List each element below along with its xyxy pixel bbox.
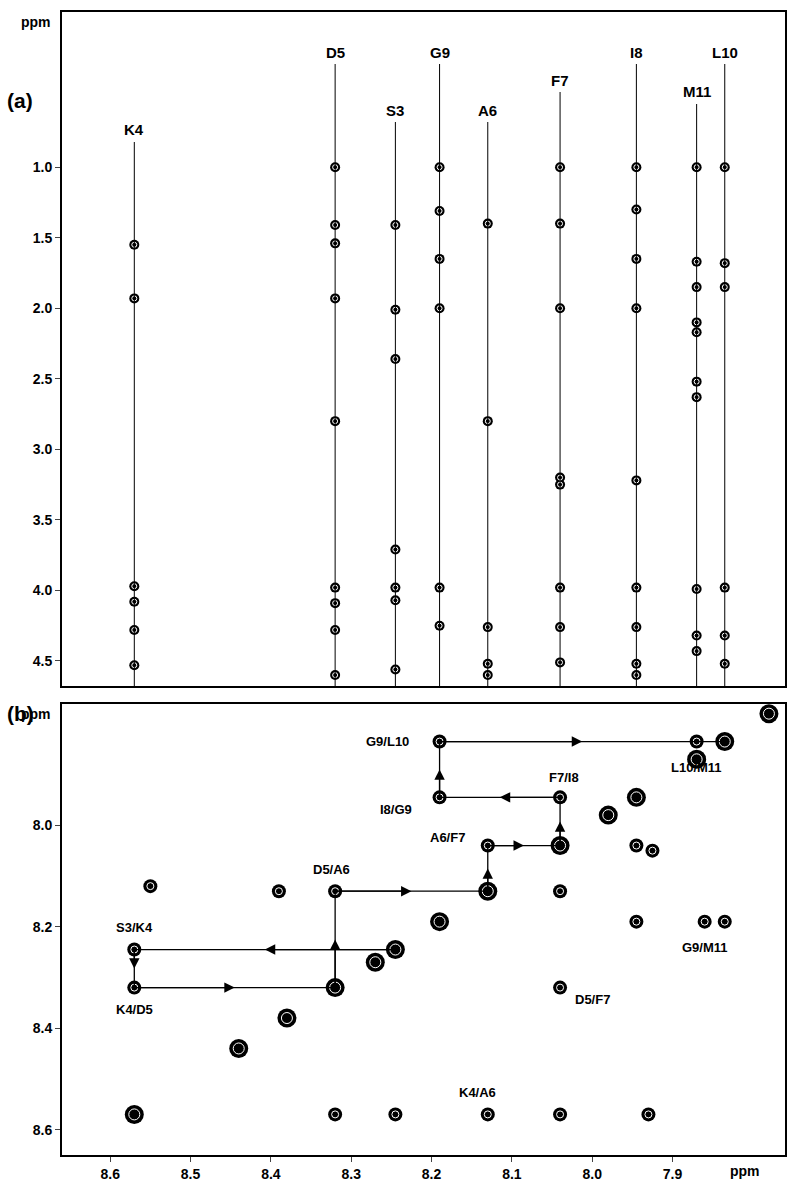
svg-text:1.0: 1.0: [33, 159, 53, 175]
svg-text:4.0: 4.0: [33, 582, 53, 598]
svg-text:ppm: ppm: [730, 1163, 760, 1179]
svg-text:S3/K4: S3/K4: [116, 920, 153, 935]
svg-text:1.5: 1.5: [33, 230, 53, 246]
svg-text:A6/F7: A6/F7: [430, 830, 465, 845]
svg-text:2.5: 2.5: [33, 371, 53, 387]
svg-text:8.3: 8.3: [341, 1166, 361, 1182]
svg-text:7.9: 7.9: [663, 1166, 683, 1182]
svg-text:8.4: 8.4: [261, 1166, 281, 1182]
svg-text:8.0: 8.0: [582, 1166, 602, 1182]
svg-text:D5/A6: D5/A6: [313, 862, 350, 877]
svg-text:L10/M11: L10/M11: [671, 760, 722, 775]
svg-text:ppm: ppm: [21, 706, 51, 722]
svg-text:3.0: 3.0: [33, 441, 53, 457]
svg-text:K4/D5: K4/D5: [116, 1002, 153, 1017]
svg-text:ppm: ppm: [21, 14, 51, 30]
svg-text:A6: A6: [478, 102, 497, 119]
svg-text:(a): (a): [7, 89, 33, 112]
svg-text:2.0: 2.0: [33, 300, 53, 316]
svg-text:4.5: 4.5: [33, 653, 53, 669]
svg-text:3.5: 3.5: [33, 512, 53, 528]
svg-text:L10: L10: [712, 44, 738, 61]
svg-text:8.5: 8.5: [181, 1166, 201, 1182]
svg-text:8.6: 8.6: [100, 1166, 120, 1182]
svg-text:S3: S3: [386, 102, 404, 119]
svg-text:8.2: 8.2: [33, 919, 53, 935]
svg-text:8.4: 8.4: [33, 1020, 53, 1036]
svg-text:8.2: 8.2: [422, 1166, 442, 1182]
svg-text:8.6: 8.6: [33, 1122, 53, 1138]
svg-text:G9/M11: G9/M11: [682, 940, 728, 955]
svg-text:D5: D5: [326, 44, 345, 61]
svg-text:I8: I8: [630, 44, 643, 61]
svg-text:K4/A6: K4/A6: [459, 1085, 496, 1100]
svg-text:G9/L10: G9/L10: [366, 734, 409, 749]
svg-text:8.1: 8.1: [502, 1166, 522, 1182]
svg-text:(b): (b): [7, 702, 34, 725]
svg-text:F7: F7: [551, 72, 569, 89]
svg-text:K4: K4: [124, 121, 144, 138]
svg-text:8.0: 8.0: [33, 817, 53, 833]
svg-text:G9: G9: [430, 44, 450, 61]
svg-text:I8/G9: I8/G9: [380, 802, 412, 817]
svg-text:D5/F7: D5/F7: [575, 992, 610, 1007]
svg-text:M11: M11: [683, 83, 711, 100]
svg-text:F7/I8: F7/I8: [549, 770, 579, 785]
